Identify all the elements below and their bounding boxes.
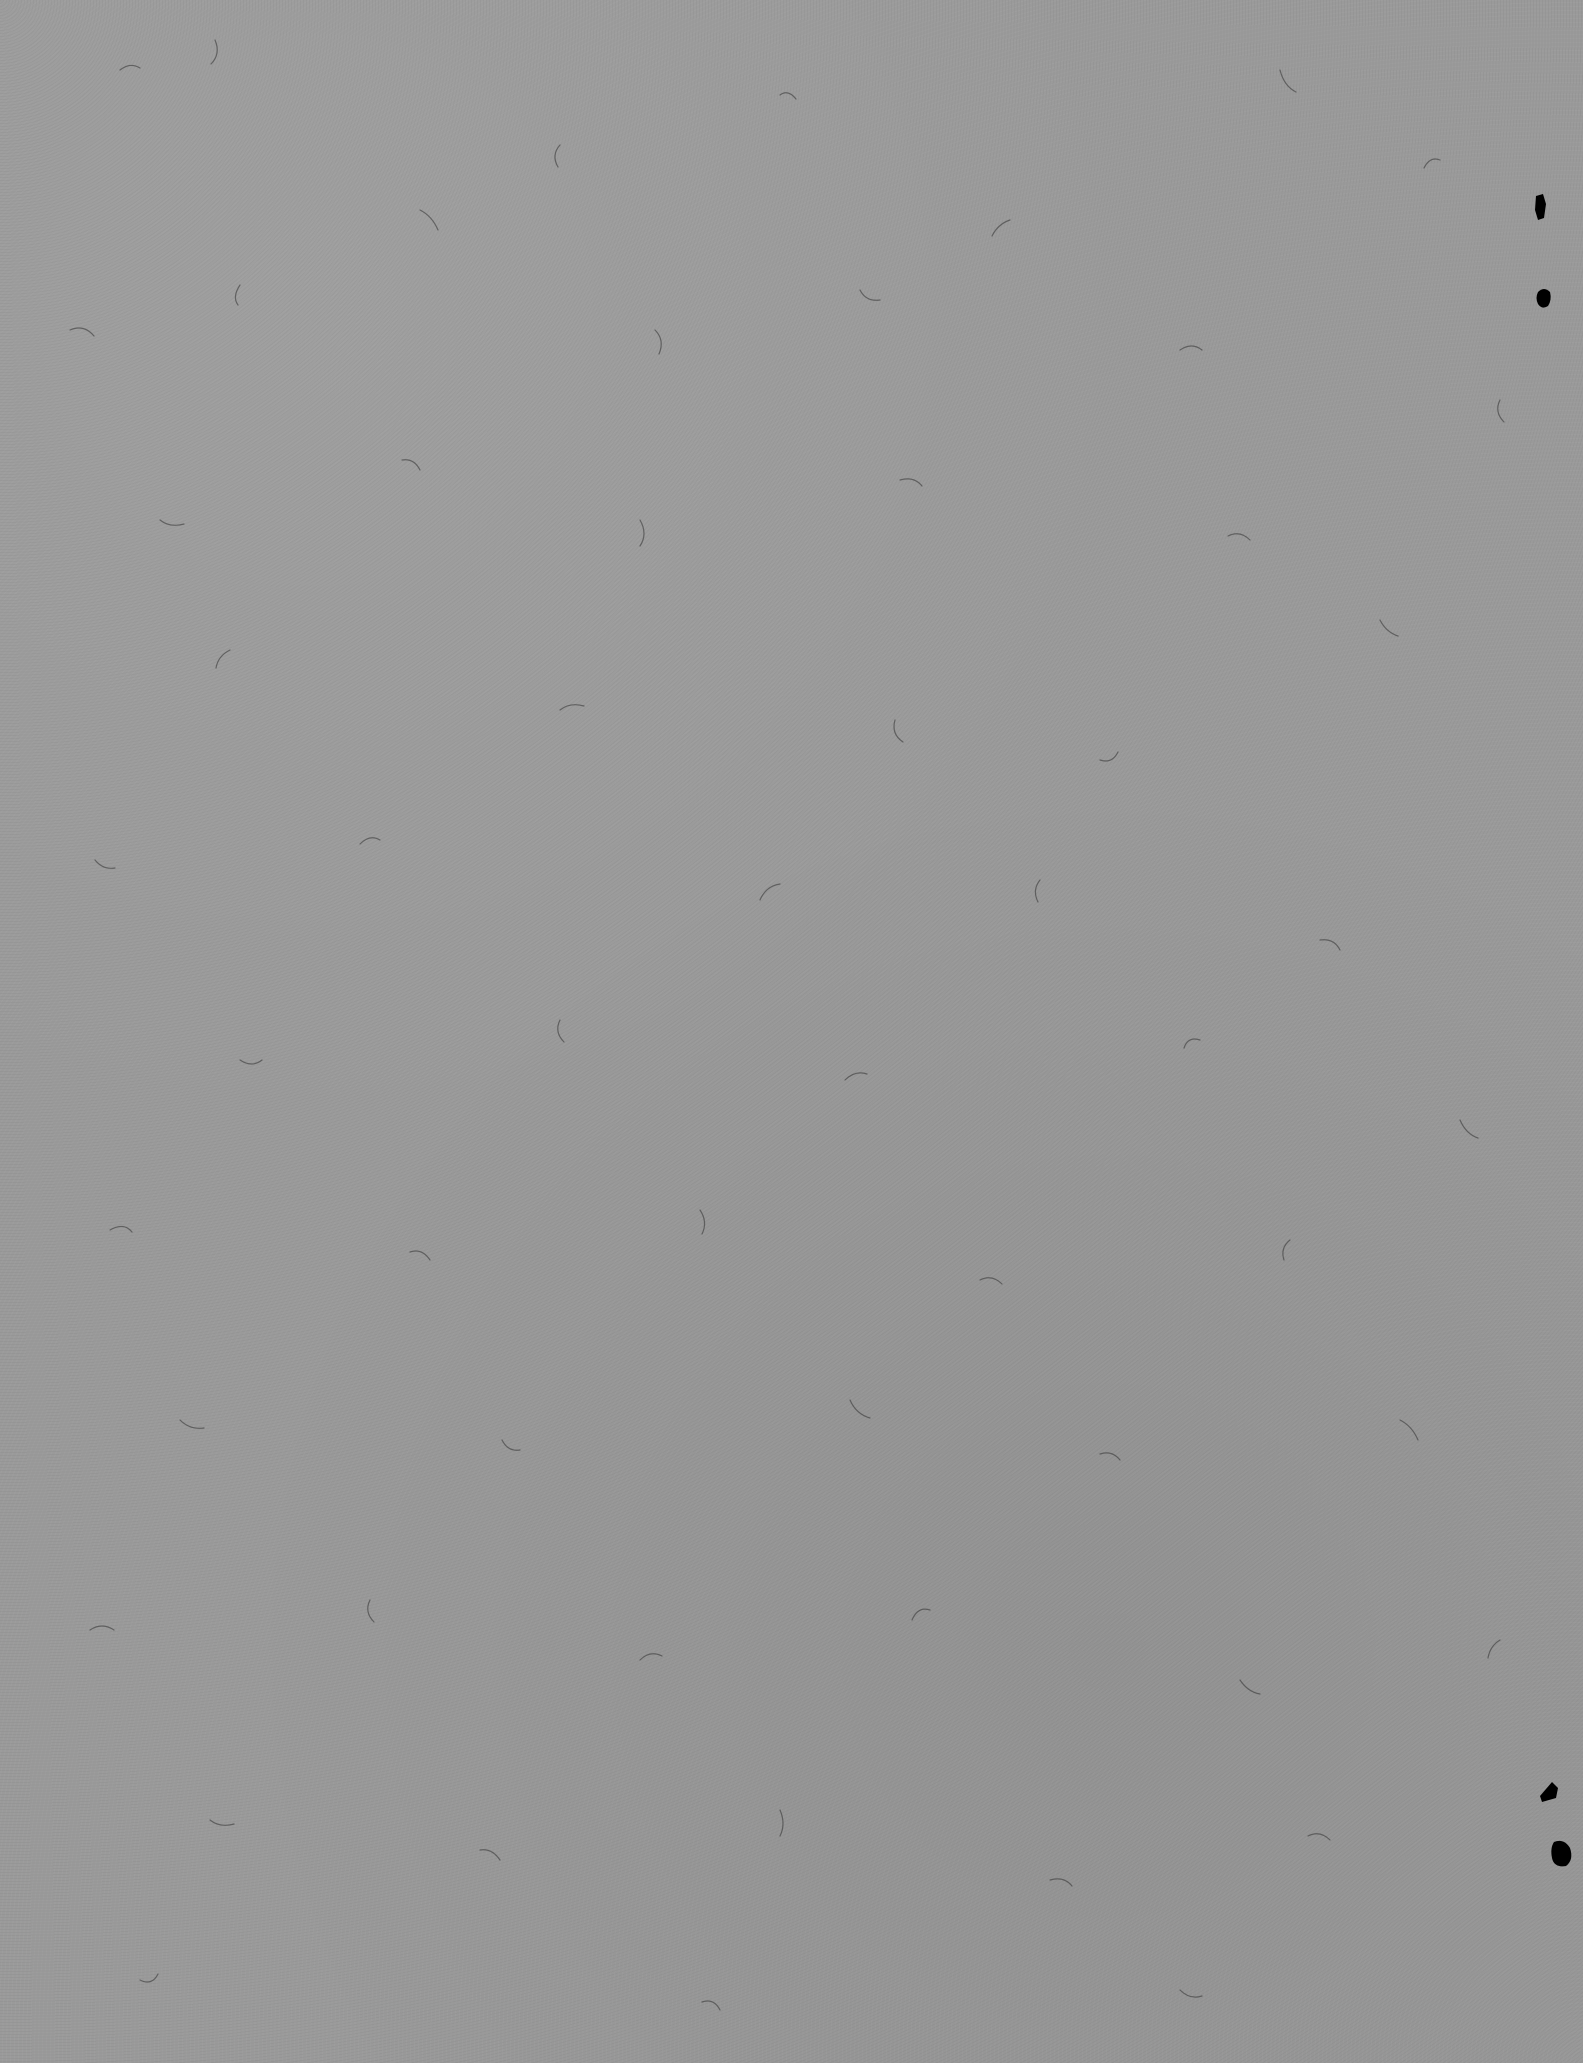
paper-fiber: [1049, 1878, 1073, 1887]
paper-fiber: [1487, 1639, 1501, 1659]
paper-fiber: [899, 478, 923, 487]
binder-hole-speck: [1540, 1782, 1558, 1802]
paper-fiber: [1099, 1452, 1121, 1461]
paper-fiber: [1307, 1833, 1331, 1841]
paper-fiber: [701, 2000, 721, 2011]
paper-fiber: [991, 219, 1011, 237]
paper-fiber: [109, 1225, 133, 1233]
paper-fiber: [1379, 619, 1399, 637]
paper-fiber: [559, 704, 585, 711]
binder-hole-speck: [1551, 1840, 1572, 1867]
paper-fiber: [979, 1277, 1003, 1285]
paper-fiber: [849, 1399, 871, 1419]
paper-fiber: [1497, 399, 1505, 423]
paper-fiber: [1239, 1679, 1261, 1695]
paper-fiber: [179, 1419, 205, 1429]
paper-fiber: [911, 1608, 931, 1621]
paper-fiber: [69, 327, 95, 337]
paper-fiber: [419, 209, 439, 231]
paper-fiber: [209, 1819, 235, 1826]
binder-hole-marks: [1535, 194, 1572, 1867]
paper-fiber: [639, 519, 645, 547]
paper-fiber: [239, 1059, 263, 1065]
paper-fiber: [367, 1599, 375, 1623]
paper-fiber: [1399, 1419, 1419, 1441]
paper-fiber: [1423, 158, 1441, 169]
paper-fiber: [119, 64, 141, 71]
paper-fiber: [94, 859, 116, 869]
paper-fiber: [234, 284, 241, 306]
paper-fiber: [1183, 1038, 1201, 1049]
paper-fiber: [859, 289, 881, 301]
paper-fiber: [1319, 939, 1341, 951]
paper-fiber: [557, 1019, 565, 1043]
paper-fiber: [554, 144, 561, 168]
paper-fiber: [1459, 1119, 1479, 1139]
paper-fiber: [699, 1209, 706, 1235]
paper-fiber: [159, 519, 185, 526]
binder-hole-speck: [1535, 194, 1546, 220]
paper-fiber: [479, 1849, 501, 1861]
paper-fiber: [359, 837, 381, 845]
paper-fiber: [1034, 879, 1041, 903]
paper-fiber: [779, 1809, 784, 1837]
paper-fiber: [779, 92, 797, 100]
paper-fiber: [844, 1072, 868, 1081]
paper-fiber: [1227, 533, 1251, 541]
paper-fiber: [409, 1250, 431, 1261]
paper-fiber: [654, 329, 662, 355]
paper-fiber: [1179, 1989, 1203, 1998]
paper-fiber: [893, 719, 904, 743]
paper-fiber: [1179, 345, 1203, 351]
paper-fiber: [89, 1625, 115, 1631]
paper-fibers: [69, 39, 1505, 2011]
paper-fiber: [1099, 751, 1119, 762]
paper-fiber: [1279, 69, 1297, 93]
paper-fiber: [139, 1973, 159, 1983]
binder-hole-speck: [1536, 289, 1551, 308]
paper-fiber: [215, 649, 231, 669]
paper-fiber: [759, 883, 781, 901]
paper-fiber: [1282, 1239, 1291, 1261]
paper-fiber: [639, 1653, 663, 1661]
paper-fiber: [210, 39, 218, 65]
paper-fiber: [401, 459, 421, 471]
paper-fiber: [501, 1439, 521, 1451]
